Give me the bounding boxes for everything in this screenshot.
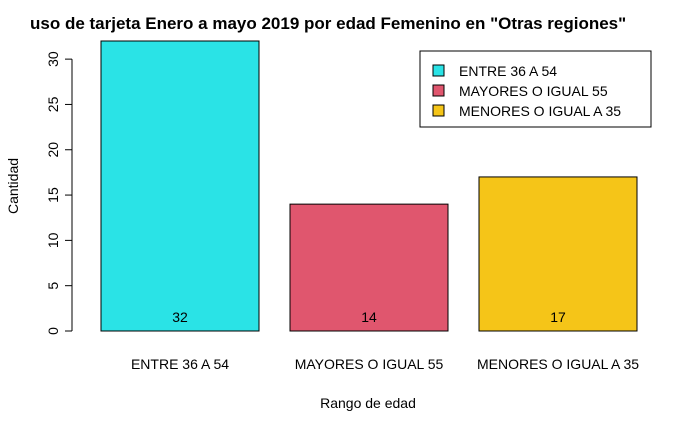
x-tick-label: ENTRE 36 A 54 [131, 356, 229, 372]
x-tick-label: MENORES O IGUAL A 35 [477, 356, 639, 372]
legend-swatch [432, 84, 445, 97]
bar [289, 203, 449, 332]
legend-box [419, 50, 652, 128]
chart-title: uso de tarjeta Enero a mayo 2019 por eda… [30, 14, 626, 33]
y-tick-label: 10 [45, 232, 61, 248]
bar-data-label: 32 [172, 309, 188, 325]
bars: 32 14 17 [100, 40, 638, 332]
y-axis: 0 5 10 15 20 25 30 [45, 51, 73, 335]
y-tick-label: 20 [45, 142, 61, 158]
legend-swatch [432, 64, 445, 77]
x-tick-labels: ENTRE 36 A 54 MAYORES O IGUAL 55 MENORES O… [131, 356, 639, 372]
y-tick-label: 0 [45, 327, 61, 335]
y-axis-label: Cantidad [5, 158, 21, 214]
x-axis-label: Rango de edad [320, 395, 416, 411]
y-tick-label: 15 [45, 187, 61, 203]
x-tick-label: MAYORES O IGUAL 55 [295, 356, 444, 372]
legend-label: MENORES O IGUAL A 35 [459, 103, 621, 119]
y-tick-label: 5 [45, 282, 61, 290]
legend-label: MAYORES O IGUAL 55 [459, 83, 608, 99]
y-tick-label: 30 [45, 51, 61, 67]
bar [478, 176, 638, 332]
legend: ENTRE 36 A 54 MAYORES O IGUAL 55 MENORES O… [419, 50, 652, 128]
y-tick-label: 25 [45, 96, 61, 112]
bar-data-label: 17 [550, 309, 566, 325]
legend-swatch [432, 104, 445, 117]
legend-label: ENTRE 36 A 54 [459, 63, 557, 79]
bar [100, 40, 260, 332]
bar-data-label: 14 [361, 309, 377, 325]
